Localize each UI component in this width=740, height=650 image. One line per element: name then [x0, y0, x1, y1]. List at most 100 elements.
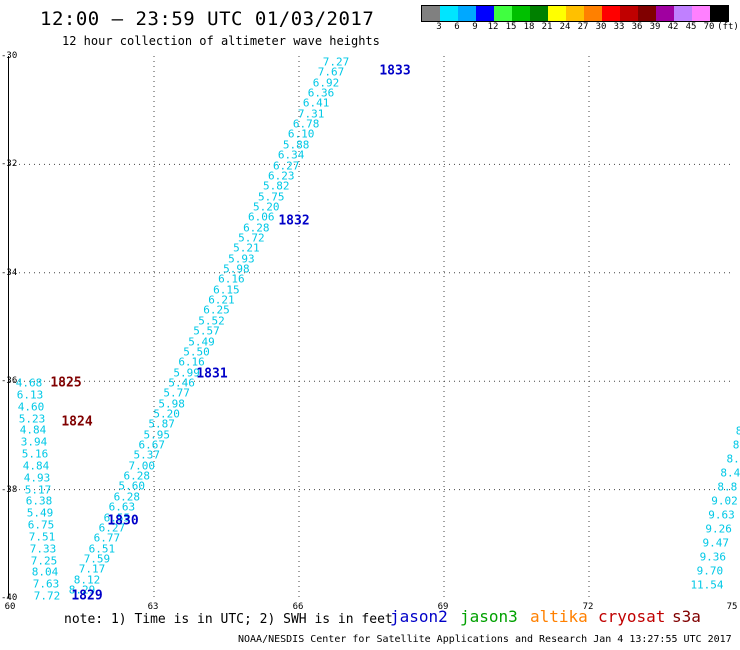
legend-label: 6 — [454, 22, 460, 32]
wave-height-label: 6.34 — [277, 148, 305, 162]
wave-height-label: 9.63 — [708, 508, 735, 522]
wave-height-label: 6.51 — [88, 542, 116, 556]
wave-height-label: 9.02 — [711, 494, 738, 508]
legend-swatch — [656, 6, 674, 21]
wave-height-label: 5.88 — [282, 138, 310, 152]
wave-height-label: 6.16 — [218, 272, 245, 286]
wave-height-label: 7.27 — [322, 55, 350, 69]
legend-label: 21 — [541, 22, 553, 32]
wave-height-label: 6.15 — [213, 283, 240, 297]
wave-height-label: 7.25 — [30, 554, 58, 567]
wave-height-label: 7.00 — [128, 459, 156, 473]
satellite-jason2-label: jason2 — [390, 607, 448, 626]
legend-swatch — [692, 6, 710, 21]
pass-number-label: 1831 — [196, 366, 228, 382]
pass-number-label: 1830 — [107, 513, 139, 529]
wave-height-label: 6.77 — [93, 531, 121, 545]
satellite-s3a-label: s3a — [672, 607, 701, 626]
wave-height-label: 9.70 — [696, 564, 724, 578]
legend-swatch — [530, 6, 548, 21]
latitude-tick-label: -30 — [1, 51, 18, 61]
legend-swatch — [458, 6, 476, 21]
satellite-jason3-label: jason3 — [460, 607, 518, 626]
legend-label: 45 — [685, 22, 697, 32]
wave-height-label: 5.46 — [168, 376, 195, 390]
wave-height-label: 6.10 — [287, 127, 315, 141]
wave-height-label: 4.68 — [15, 376, 43, 390]
wave-height-label: 7.33 — [29, 542, 57, 556]
longitude-tick-label: 63 — [147, 602, 159, 612]
wave-height-label: 8.29 — [68, 583, 96, 597]
legend-label: 42 — [667, 22, 679, 32]
wave-height-label: 6.28 — [123, 469, 151, 483]
wave-height-label: 4.60 — [17, 400, 45, 414]
longitude-tick-label: 75 — [726, 602, 738, 612]
wave-height-label: 6.55 — [103, 511, 131, 525]
wave-height-label: 6.63 — [108, 500, 136, 514]
latitude-tick-label: -36 — [1, 376, 18, 387]
wave-height-label: 6.25 — [203, 303, 230, 317]
wave-height-label: 11.54 — [690, 578, 724, 592]
wave-height-label: 9.47 — [702, 536, 729, 550]
wave-height-label: 6.27 — [272, 159, 300, 173]
legend-label: 15 — [505, 22, 517, 32]
longitude-tick-label: 60 — [4, 602, 16, 612]
pass-number-label: 1833 — [379, 63, 411, 79]
wave-height-label: 5.17 — [24, 483, 52, 496]
legend-swatch — [620, 6, 638, 21]
wave-height-label: 6.13 — [16, 388, 44, 402]
wave-height-label: 6.16 — [178, 355, 205, 369]
wave-height-label: 6.38 — [25, 494, 53, 508]
wave-height-label: 5.82 — [262, 179, 290, 193]
longitude-tick-label: 72 — [582, 602, 594, 612]
wave-height-label: 5.98 — [158, 397, 185, 411]
legend-label: 30 — [595, 22, 607, 32]
legend-label: 18 — [523, 22, 535, 32]
satellite-altika-label: altika — [530, 607, 588, 626]
wave-height-label: 5.60 — [118, 479, 146, 493]
wave-height-label: 6.75 — [27, 518, 55, 532]
pass-number-label: 1832 — [278, 213, 310, 229]
wave-height-label: 7.31 — [297, 107, 325, 121]
wave-height-label: 4.84 — [22, 459, 50, 473]
longitude-tick-label: 66 — [292, 602, 304, 612]
latitude-tick-label: -34 — [1, 267, 18, 278]
legend-label: 3 — [436, 22, 442, 32]
wave-height-label: 5.99 — [173, 366, 200, 380]
wave-height-label: 3.94 — [20, 435, 48, 449]
wave-height-label: 5.20 — [253, 200, 280, 214]
credit-footer: NOAA/NESDIS Center for Satellite Applica… — [238, 634, 732, 645]
altimeter-map: 7.27 7.67 6.92 6.36 6.41 7.31 6.78 6.10 5.88 6.34… — [8, 55, 740, 604]
map-gridlines — [9, 56, 734, 598]
wave-height-label: 6.23 — [267, 169, 295, 183]
legend-label: 39 — [649, 22, 661, 32]
wave-height-label: 7.63 — [32, 577, 60, 591]
wave-height-label: 7.17 — [78, 562, 106, 576]
latitude-tick-label: -32 — [1, 159, 18, 170]
wave-height-label: 8 — [732, 438, 740, 452]
wave-height-label: 5.95 — [143, 428, 170, 442]
wave-height-label: 7.67 — [317, 65, 345, 79]
legend-swatch — [638, 6, 656, 21]
wave-height-label: 6.92 — [312, 76, 340, 90]
legend-swatch — [440, 6, 458, 21]
wave-height-label: 5.87 — [148, 417, 175, 431]
legend-swatch — [476, 6, 494, 21]
satellite-cryosat-label: cryosat — [598, 607, 666, 626]
legend-swatch — [674, 6, 692, 21]
wave-height-label: 4.93 — [23, 471, 51, 485]
wave-height-label: 6.06 — [248, 210, 275, 224]
wave-height-label: 5.72 — [238, 231, 265, 245]
legend-label: 27 — [577, 22, 589, 32]
color-scale-legend — [421, 5, 729, 22]
legend-unit: (ft) — [717, 22, 739, 32]
legend-swatch — [512, 6, 530, 21]
legend-swatch — [602, 6, 620, 21]
legend-swatch — [710, 6, 728, 21]
wave-height-label: 6.28 — [243, 221, 270, 235]
wave-height-label: 8 — [735, 424, 740, 438]
wave-height-label: 9.26 — [705, 522, 732, 536]
legend-swatch — [566, 6, 584, 21]
legend-swatch — [584, 6, 602, 21]
wave-height-label: 6.78 — [292, 117, 320, 131]
